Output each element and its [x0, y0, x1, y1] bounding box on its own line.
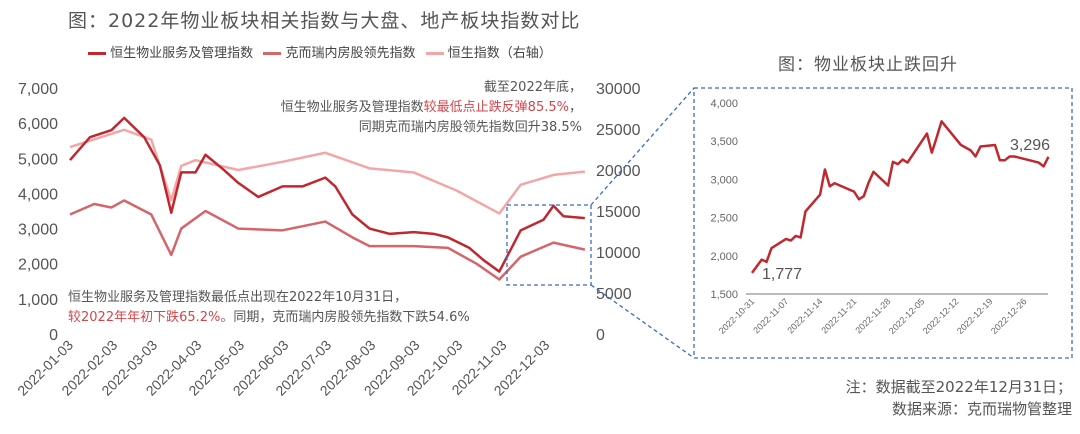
- right-chart-y-tick: 3,000: [710, 174, 738, 186]
- legend-label-property-mgmt: 恒生物业服务及管理指数: [110, 46, 254, 61]
- legend-swatch-hsi: [425, 52, 444, 55]
- annotation-bottom-highlight: 较2022年年初下跌65.2%。: [68, 310, 234, 325]
- right-chart-series-line: [750, 120, 1050, 274]
- zoom-highlight-box: [506, 204, 592, 286]
- right-chart-y-tick: 4,000: [710, 98, 738, 110]
- right-chart-y-tick: 3,500: [710, 136, 738, 148]
- note-line1: 注：数据截至2022年12月31日；: [845, 378, 1072, 396]
- left-chart-title: 图：2022年物业板块相关指数与大盘、地产板块指数对比: [68, 10, 581, 32]
- left-y-tick: 2,000: [18, 257, 58, 274]
- left-y-tick: 0: [49, 327, 58, 344]
- series-line-1: [69, 199, 586, 281]
- annotation-bottom: 恒生物业服务及管理指数最低点出现在2022年10月31日， 较2022年年初下跌…: [68, 288, 470, 328]
- right-chart-title: 图：物业板块止跌回升: [778, 55, 958, 75]
- right-y-tick: 5000: [596, 286, 632, 303]
- left-y-tick: 5,000: [18, 151, 58, 168]
- right-y-tick: 0: [596, 327, 605, 344]
- left-y-tick: 6,000: [18, 116, 58, 133]
- right-chart-x-tick: 2022-12-05: [887, 296, 927, 336]
- right-y-tick: 15000: [596, 204, 641, 221]
- left-y-tick: 7,000: [18, 81, 58, 98]
- legend: 恒生物业服务及管理指数 克而瑞内房股领先指数 恒生指数（右轴）: [88, 42, 552, 61]
- right-chart-x-tick: 2022-11-21: [819, 296, 858, 335]
- note-line2: 数据来源：克而瑞物管整理: [891, 400, 1072, 418]
- annotation-top-highlight: 较最低点止跌反弹85.5%: [423, 100, 569, 115]
- annotation-top-line1: 截至2022年底，: [483, 80, 582, 95]
- series-line-0: [69, 116, 585, 273]
- connector-line-top: [590, 87, 695, 206]
- left-y-tick: 4,000: [18, 186, 58, 203]
- right-y-tick: 30000: [596, 81, 641, 98]
- right-chart-x-tick: 2022-11-07: [751, 296, 790, 335]
- right-y-tick: 25000: [596, 122, 641, 139]
- legend-label-hsi: 恒生指数（右轴）: [447, 46, 552, 61]
- annotation-top: 截至2022年底， 恒生物业服务及管理指数较最低点止跌反弹85.5%， 同期克而…: [281, 78, 582, 138]
- annotation-top-line3: 同期克而瑞内房股领先指数回升38.5%: [358, 120, 582, 135]
- legend-label-property-stock: 克而瑞内房股领先指数: [285, 46, 416, 61]
- right-chart-x-tick: 2022-10-31: [717, 296, 757, 336]
- right-y-tick: 20000: [596, 163, 641, 180]
- zoom-panel-border: [693, 87, 1073, 359]
- right-chart-y-tick: 2,500: [710, 213, 738, 225]
- annotation-bottom-line1: 恒生物业服务及管理指数最低点出现在2022年10月31日，: [68, 290, 408, 305]
- right-chart-x-tick: 2022-12-19: [955, 296, 995, 336]
- right-chart-x-tick: 2022-11-14: [785, 296, 824, 335]
- right-y-tick: 10000: [596, 245, 641, 262]
- right-chart-x-tick: 2022-12-26: [989, 296, 1029, 336]
- annotation-bottom-line2: 较2022年年初下跌65.2%。同期，克而瑞内房股领先指数下跌54.6%: [68, 308, 470, 328]
- right-chart-y-tick: 1,500: [710, 289, 738, 301]
- connector-line-bottom: [590, 284, 695, 359]
- right-chart-x-tick: 2022-12-12: [921, 296, 961, 336]
- left-y-tick: 3,000: [18, 222, 58, 239]
- right-chart-y-tick: 2,000: [710, 251, 738, 263]
- data-label-start: 1,777: [762, 266, 802, 283]
- annotation-top-line2a: 恒生物业服务及管理指数: [280, 100, 424, 115]
- annotation-bottom-line2b: 同期，克而瑞内房股领先指数下跌54.6%: [233, 310, 470, 325]
- legend-swatch-property-mgmt: [88, 52, 106, 55]
- notes: 注：数据截至2022年12月31日； 数据来源：克而瑞物管整理: [846, 376, 1072, 420]
- data-label-end: 3,296: [1010, 137, 1050, 154]
- annotation-top-line2: 恒生物业服务及管理指数较最低点止跌反弹85.5%，: [281, 98, 582, 118]
- left-y-tick: 1,000: [18, 292, 58, 309]
- legend-swatch-property-stock: [263, 52, 282, 55]
- annotation-top-line2c: ，: [568, 100, 582, 115]
